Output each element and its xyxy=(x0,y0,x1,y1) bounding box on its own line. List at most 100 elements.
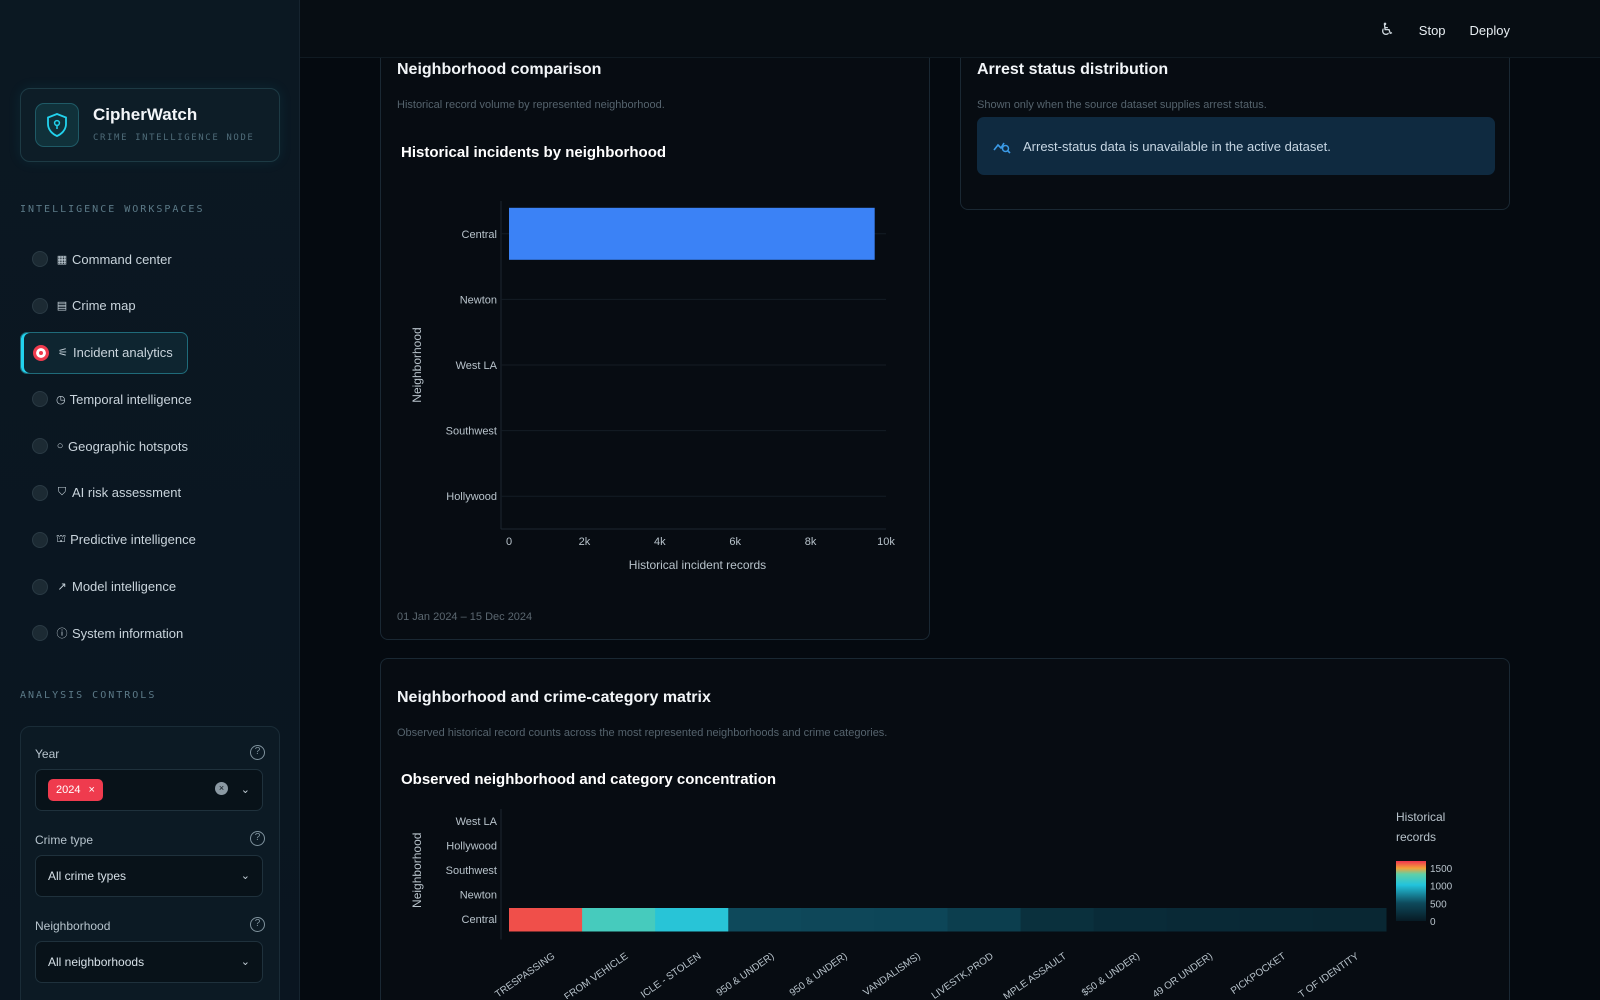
brand-card: CipherWatch CRIME INTELLIGENCE NODE xyxy=(20,88,280,162)
top-bar: ♿ Stop Deploy xyxy=(300,0,1600,58)
colorbar-tick-label: 0 xyxy=(1430,917,1436,928)
remove-tag-icon[interactable]: × xyxy=(88,784,95,796)
arrest-status-card: Arrest status distribution Shown only wh… xyxy=(960,58,1510,210)
year-tag[interactable]: 2024 × xyxy=(48,779,103,801)
x-tick-label: FROM VEHICLE xyxy=(563,951,631,999)
chevron-down-icon[interactable]: ⌄ xyxy=(240,784,250,796)
y-axis-title: Neighborhood xyxy=(410,327,424,402)
radio-indicator[interactable] xyxy=(32,578,48,595)
accessibility-icon[interactable]: ♿ xyxy=(1379,20,1395,39)
sidebar-item-label: Incident analytics xyxy=(73,345,173,361)
neighborhood-select[interactable]: All neighborhoods ⌄ xyxy=(35,941,263,983)
heatmap-cell[interactable] xyxy=(728,908,802,932)
year-multiselect[interactable]: 2024 × × ⌄ xyxy=(35,769,263,811)
y-tick-label: Newton xyxy=(460,890,497,902)
heatmap-cell[interactable] xyxy=(655,908,729,932)
card-title: Neighborhood comparison xyxy=(397,61,602,78)
heatmap-cell[interactable] xyxy=(582,908,656,932)
y-tick-label: Southwest xyxy=(446,426,497,438)
colorbar xyxy=(1396,861,1426,921)
bar-chart: Central Newton West LA Southwest Hollywood 0 2… xyxy=(410,201,895,572)
nav-item-icon: ▦ xyxy=(56,253,68,266)
sidebar-item-temporal-intelligence[interactable]: ◷ Temporal intelligence xyxy=(20,378,192,420)
x-tick-label: T OF IDENTITY xyxy=(1297,951,1362,999)
radio-indicator[interactable] xyxy=(32,391,48,408)
sidebar-item-incident-analytics[interactable]: ⚟ Incident analytics xyxy=(20,331,188,374)
heatmap-cell[interactable] xyxy=(801,908,875,932)
workspace-nav: ▦ Command center ▤ Crime map ⚟ Incident analy… xyxy=(20,238,280,659)
sidebar-item-crime-map[interactable]: ▤ Crime map xyxy=(20,285,188,327)
sidebar-item-label: Model intelligence xyxy=(72,579,177,595)
x-tick-label: 6k xyxy=(729,536,741,548)
nav-item-icon: ⛫ xyxy=(56,532,67,545)
y-tick-label: Hollywood xyxy=(446,841,497,853)
chart-title: Historical incidents by neighborhood xyxy=(401,144,667,161)
radio-indicator[interactable] xyxy=(32,297,48,314)
y-tick-label: Central xyxy=(462,914,497,926)
radio-indicator[interactable] xyxy=(32,484,48,501)
stop-button[interactable]: Stop xyxy=(1418,22,1446,38)
colorbar-tick-label: 1000 xyxy=(1430,882,1453,893)
x-tick-label: 4k xyxy=(654,536,666,548)
card-title: Arrest status distribution xyxy=(977,61,1169,78)
sidebar-item-label: Geographic hotspots xyxy=(68,438,188,454)
heatmap-cell[interactable] xyxy=(1093,908,1168,932)
heatmap-cell[interactable] xyxy=(947,908,1022,932)
shield-logo-icon xyxy=(35,103,79,147)
main-content: Neighborhood comparison Historical recor… xyxy=(300,58,1600,1000)
sidebar-item-model-intelligence[interactable]: ↗ Model intelligence xyxy=(20,566,188,608)
workspaces-label: INTELLIGENCE WORKSPACES xyxy=(20,204,205,215)
brand-subtitle: CRIME INTELLIGENCE NODE xyxy=(93,133,255,143)
chevron-down-icon[interactable]: ⌄ xyxy=(240,956,250,968)
heatmap-cell[interactable] xyxy=(874,908,948,932)
heatmap-cell[interactable] xyxy=(1020,908,1095,932)
sidebar-item-system-information[interactable]: ⓘ System information xyxy=(20,612,188,654)
crime-type-help-icon[interactable]: ? xyxy=(250,831,265,846)
x-tick-label: $50 & UNDER) xyxy=(1080,951,1142,999)
brand-name: CipherWatch xyxy=(93,105,198,124)
neighborhood-help-icon[interactable]: ? xyxy=(250,917,265,932)
y-tick-label: Southwest xyxy=(446,865,497,877)
radio-indicator[interactable] xyxy=(33,344,49,361)
heatmap-cell[interactable] xyxy=(1166,908,1241,932)
controls-label: ANALYSIS CONTROLS xyxy=(20,690,157,701)
x-tick-label: 49 OR UNDER) xyxy=(1151,951,1215,999)
sidebar-item-label: AI risk assessment xyxy=(72,485,182,501)
search-chart-icon xyxy=(993,142,1011,154)
x-tick-label: 10k xyxy=(877,536,895,548)
sidebar-item-command-center[interactable]: ▦ Command center xyxy=(20,238,188,280)
y-tick-label: Newton xyxy=(460,294,497,306)
y-tick-label: Central xyxy=(462,229,497,241)
sidebar-item-predictive-intelligence[interactable]: ⛫ Predictive intelligence xyxy=(20,519,196,561)
radio-indicator[interactable] xyxy=(32,531,48,548)
bar[interactable] xyxy=(509,207,875,260)
deploy-button[interactable]: Deploy xyxy=(1469,22,1510,38)
date-range-footnote: 01 Jan 2024 – 15 Dec 2024 xyxy=(397,611,533,623)
radio-indicator[interactable] xyxy=(32,251,48,267)
radio-indicator[interactable] xyxy=(32,438,48,455)
x-tick-label: 8k xyxy=(805,536,817,548)
x-tick-label: MPLE ASSAULT xyxy=(1002,951,1069,999)
card-description: Shown only when the source dataset suppl… xyxy=(977,99,1267,111)
sidebar-item-ai-risk-assessment[interactable]: ⛉ AI risk assessment xyxy=(20,472,188,514)
card-description: Historical record volume by represented … xyxy=(397,99,665,111)
nav-item-icon: ◷ xyxy=(56,393,66,406)
sidebar-item-geographic-hotspots[interactable]: ○ Geographic hotspots xyxy=(20,425,188,467)
colorbar-tick-label: 500 xyxy=(1430,899,1447,910)
y-tick-label: West LA xyxy=(456,816,498,828)
x-tick-label: ICLE - STOLEN xyxy=(639,951,703,999)
sidebar: CipherWatch CRIME INTELLIGENCE NODE INTE… xyxy=(0,0,300,1000)
year-help-icon[interactable]: ? xyxy=(250,745,265,760)
chevron-down-icon[interactable]: ⌄ xyxy=(240,870,250,882)
radio-indicator[interactable] xyxy=(32,625,48,642)
crime-type-select[interactable]: All crime types ⌄ xyxy=(35,855,263,897)
year-tag-label: 2024 xyxy=(56,784,81,796)
colorbar-tick-label: 1500 xyxy=(1430,864,1453,875)
clear-icon[interactable]: × xyxy=(215,782,228,795)
heatmap-cell[interactable] xyxy=(1312,908,1387,932)
analysis-controls: Year ? 2024 × × ⌄ Crime type ? All crime… xyxy=(20,726,280,1000)
nav-item-icon: ⚟ xyxy=(58,347,68,360)
heatmap-cell[interactable] xyxy=(1239,908,1314,932)
colorbar-title: Historical xyxy=(1396,810,1445,824)
heatmap-cell[interactable] xyxy=(509,908,583,932)
